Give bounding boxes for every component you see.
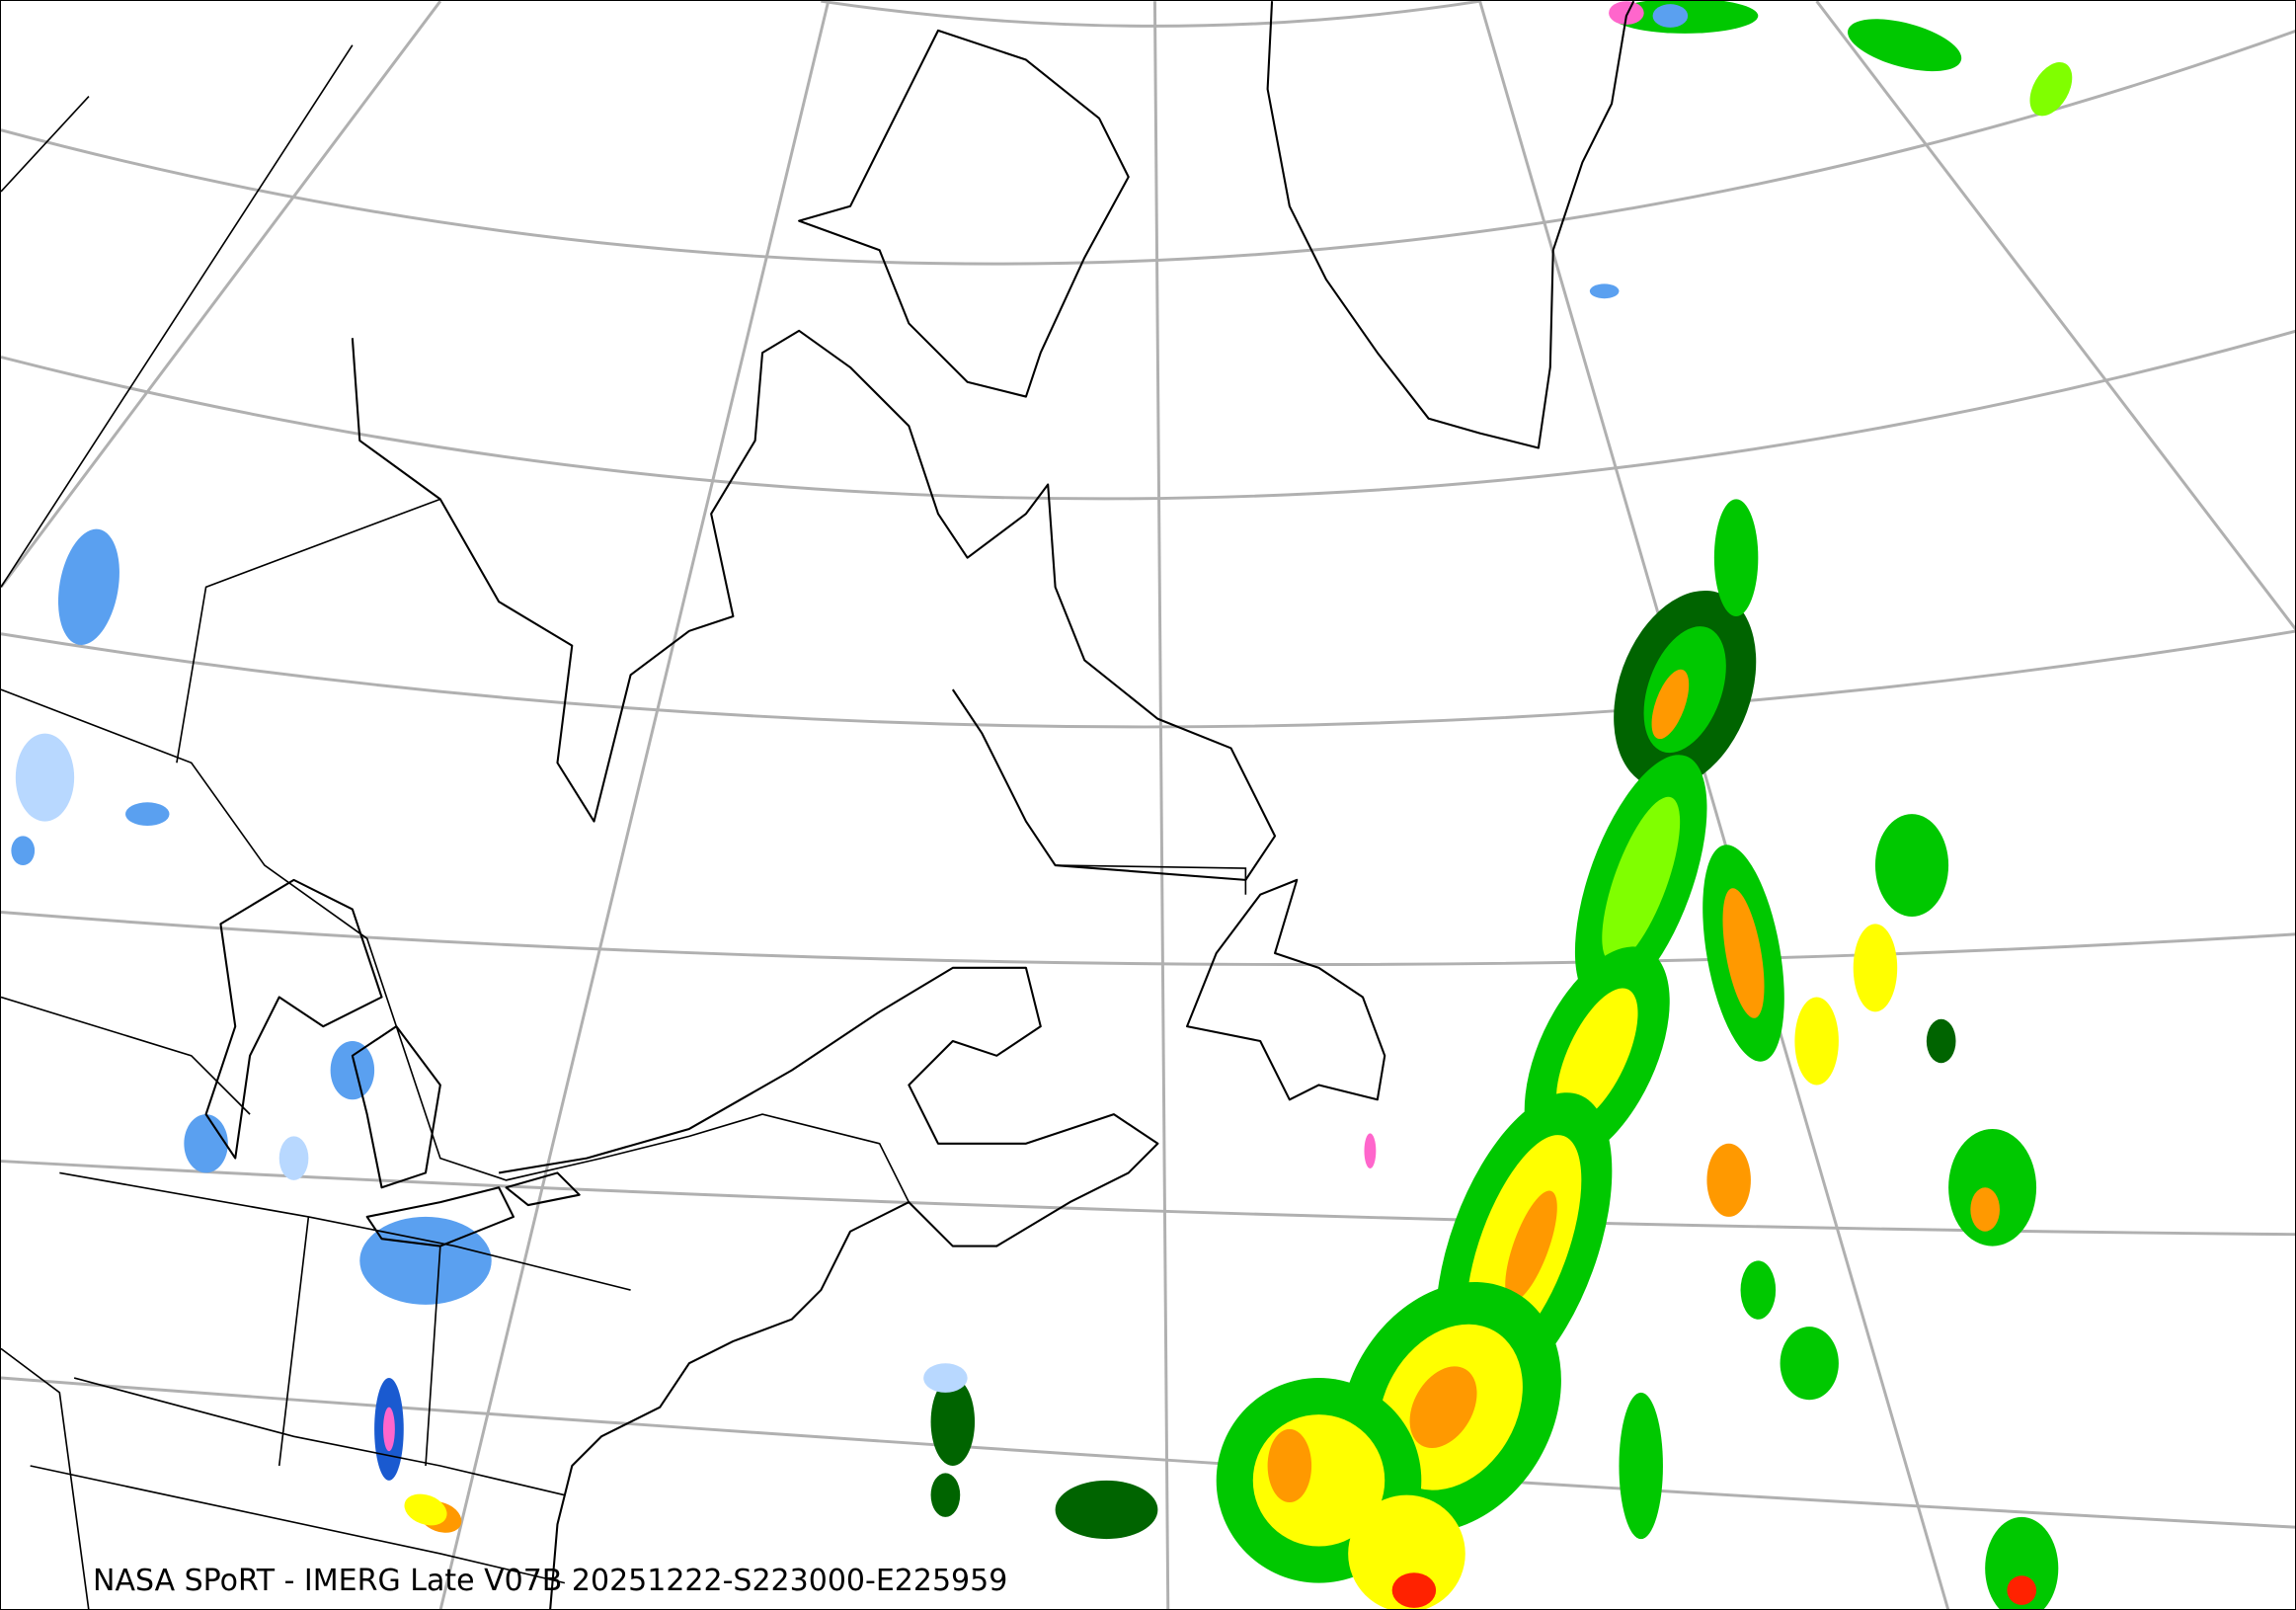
precip-cell bbox=[1602, 796, 1681, 963]
precip-cell bbox=[1874, 814, 1949, 917]
precip-cell bbox=[1348, 1494, 1465, 1609]
precip-cell bbox=[278, 1136, 309, 1180]
precip-cell bbox=[125, 802, 170, 827]
precip-cell bbox=[1740, 1260, 1777, 1320]
precip-cell bbox=[1619, 1392, 1663, 1540]
precip-cell bbox=[11, 836, 36, 866]
meridian-line bbox=[438, 1, 831, 1609]
precip-cell bbox=[1794, 997, 1839, 1086]
precip-cell bbox=[2029, 61, 2073, 117]
precip-cell bbox=[1651, 669, 1690, 740]
great-lakes-coast bbox=[204, 878, 581, 1248]
precip-cell bbox=[1555, 988, 1638, 1124]
meridian-line bbox=[1, 1, 442, 589]
precip-cell bbox=[330, 1040, 375, 1100]
product-caption: NASA SPoRT - IMERG Late V07B 20251222-S2… bbox=[93, 1564, 1008, 1598]
precip-cell bbox=[359, 1216, 492, 1305]
precip-cell bbox=[404, 1493, 447, 1526]
precip-cell bbox=[1722, 888, 1765, 1018]
latitude-line bbox=[1, 1160, 2295, 1237]
precip-cell bbox=[1652, 4, 1689, 28]
precip-cell bbox=[1391, 1572, 1437, 1608]
precip-cell bbox=[930, 1378, 976, 1466]
precip-cell bbox=[15, 733, 75, 822]
precip-cell bbox=[1706, 1143, 1751, 1217]
state-borders bbox=[1, 44, 1247, 1609]
labrador-newfoundland-coast bbox=[1186, 878, 1386, 1101]
us-canada-border bbox=[1, 688, 910, 1203]
precip-cell bbox=[1970, 1187, 2000, 1232]
greenland-coast bbox=[1266, 1, 1635, 449]
latitude-line bbox=[1, 1376, 2295, 1529]
st-lawrence-coast bbox=[498, 966, 1159, 1609]
precip-cell bbox=[1848, 19, 1962, 72]
baffin-island-coast bbox=[798, 29, 1130, 398]
precip-cell bbox=[1780, 1327, 1839, 1401]
coastlines bbox=[1, 1, 1635, 1609]
precip-cell bbox=[1055, 1480, 1158, 1540]
meridian-line bbox=[1152, 1, 1170, 1609]
precip-cell bbox=[1713, 499, 1759, 616]
precip-cell bbox=[1853, 924, 1898, 1012]
precip-cell bbox=[57, 528, 119, 645]
precip-cell bbox=[1609, 1, 1644, 25]
precip-cell bbox=[930, 1473, 961, 1517]
precip-cell bbox=[1926, 1018, 1956, 1064]
precipitation bbox=[11, 1, 2073, 1609]
latitude-line bbox=[1, 911, 2295, 967]
precip-cell bbox=[1409, 1366, 1477, 1448]
precip-cell bbox=[1505, 1190, 1557, 1302]
precip-cell bbox=[184, 1114, 228, 1173]
latitude-line bbox=[821, 1, 1480, 28]
precip-cell bbox=[1589, 283, 1620, 299]
hudson-bay-coast bbox=[351, 329, 1277, 881]
precip-cell bbox=[1267, 1428, 1312, 1503]
precip-cell bbox=[383, 1407, 395, 1452]
precip-cell bbox=[1948, 1128, 2037, 1247]
latitude-line bbox=[1, 30, 2295, 266]
meridian-line bbox=[1478, 1, 1950, 1609]
precip-cell bbox=[1985, 1516, 2059, 1609]
latitude-line bbox=[1, 329, 2295, 501]
latitude-line bbox=[1, 629, 2295, 729]
precip-cell bbox=[923, 1363, 968, 1393]
meridian-line bbox=[1815, 1, 2295, 631]
precip-cell bbox=[2007, 1575, 2037, 1605]
precip-cell bbox=[1364, 1133, 1377, 1168]
